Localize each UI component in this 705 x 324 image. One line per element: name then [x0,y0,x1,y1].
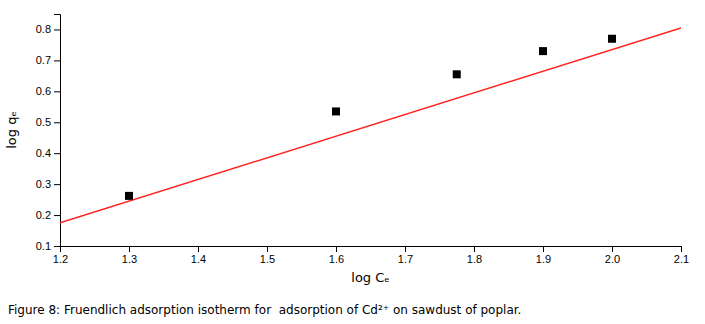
tick-mark [198,246,199,252]
tick-label: 2.1 [674,253,689,265]
tick-label: 2.0 [605,253,620,265]
tick-label: 0.6 [36,85,51,97]
tick-label: 0.1 [36,240,51,252]
tick-mark [336,246,337,252]
point [539,47,547,55]
marks [60,28,681,223]
tick-mark [267,246,268,252]
tick-mark [54,246,60,247]
tick-label: 1.2 [53,253,68,265]
caption: Figure 8: Fruendlich adsorption isotherm… [8,303,521,317]
tick-label: 1.5 [260,253,275,265]
point [125,192,133,200]
tick-label: 0.5 [36,116,51,128]
tick-label: 0.4 [36,147,51,159]
tick: 1.6 [329,246,344,265]
tick-label: 1.7 [398,253,413,265]
chart: 1.21.31.41.51.61.71.81.92.02.10.10.20.30… [0,0,705,324]
tick-label: 1.6 [329,253,344,265]
tick-mark [54,153,60,154]
tick-mark [54,184,60,185]
x-axis-title: log Cₑ [351,270,389,285]
axis-line [61,247,682,253]
tick-label: 0.3 [36,178,51,190]
tick-mark [54,29,60,30]
trend-line [60,28,681,223]
tick-label: 1.8 [467,253,482,265]
y-axis-title: log qₑ [4,111,19,149]
axis-line [54,15,61,247]
tick-mark [54,60,60,61]
y-axis: 0.1 0.2 0.3 0.4 0.5 0.6 0.7 0.8 [36,15,61,253]
tick-label: 0.8 [36,23,51,35]
tick: 0.6 [36,85,60,97]
tick-mark [612,246,613,252]
tick: 1.4 [191,246,206,265]
point [332,107,340,115]
tick-label: 0.7 [36,54,51,66]
tick-mark [405,246,406,252]
tick: 1.2 [53,246,68,265]
tick-mark [543,246,544,252]
point [453,70,461,78]
tick-label: 1.9 [536,253,551,265]
tick: 0.4 [36,147,60,159]
tick: 2.1 [674,246,689,265]
x-axis: 1.2 1.3 1.4 1.5 1.6 1.7 1.8 1.9 2.0 2.1 [53,246,689,265]
tick-label: 0.2 [36,209,51,221]
tick-mark [54,91,60,92]
tick: 0.8 [36,23,60,35]
tick: 1.5 [260,246,275,265]
tick: 0.2 [36,209,60,221]
plot: 1.21.31.41.51.61.71.81.92.02.10.10.20.30… [4,15,689,286]
tick-label: 1.4 [191,253,206,265]
point [608,35,616,43]
tick-mark [681,246,682,252]
tick: 1.7 [398,246,413,265]
tick: 0.1 [36,240,60,252]
tick: 1.9 [536,246,551,265]
tick-label: 1.3 [122,253,137,265]
tick: 1.8 [467,246,482,265]
tick: 1.3 [122,246,137,265]
tick: 0.3 [36,178,60,190]
tick-mark [54,122,60,123]
tick: 0.7 [36,54,60,66]
tick-mark [54,215,60,216]
tick-mark [474,246,475,252]
tick: 2.0 [605,246,620,265]
tick-mark [129,246,130,252]
tick: 0.5 [36,116,60,128]
